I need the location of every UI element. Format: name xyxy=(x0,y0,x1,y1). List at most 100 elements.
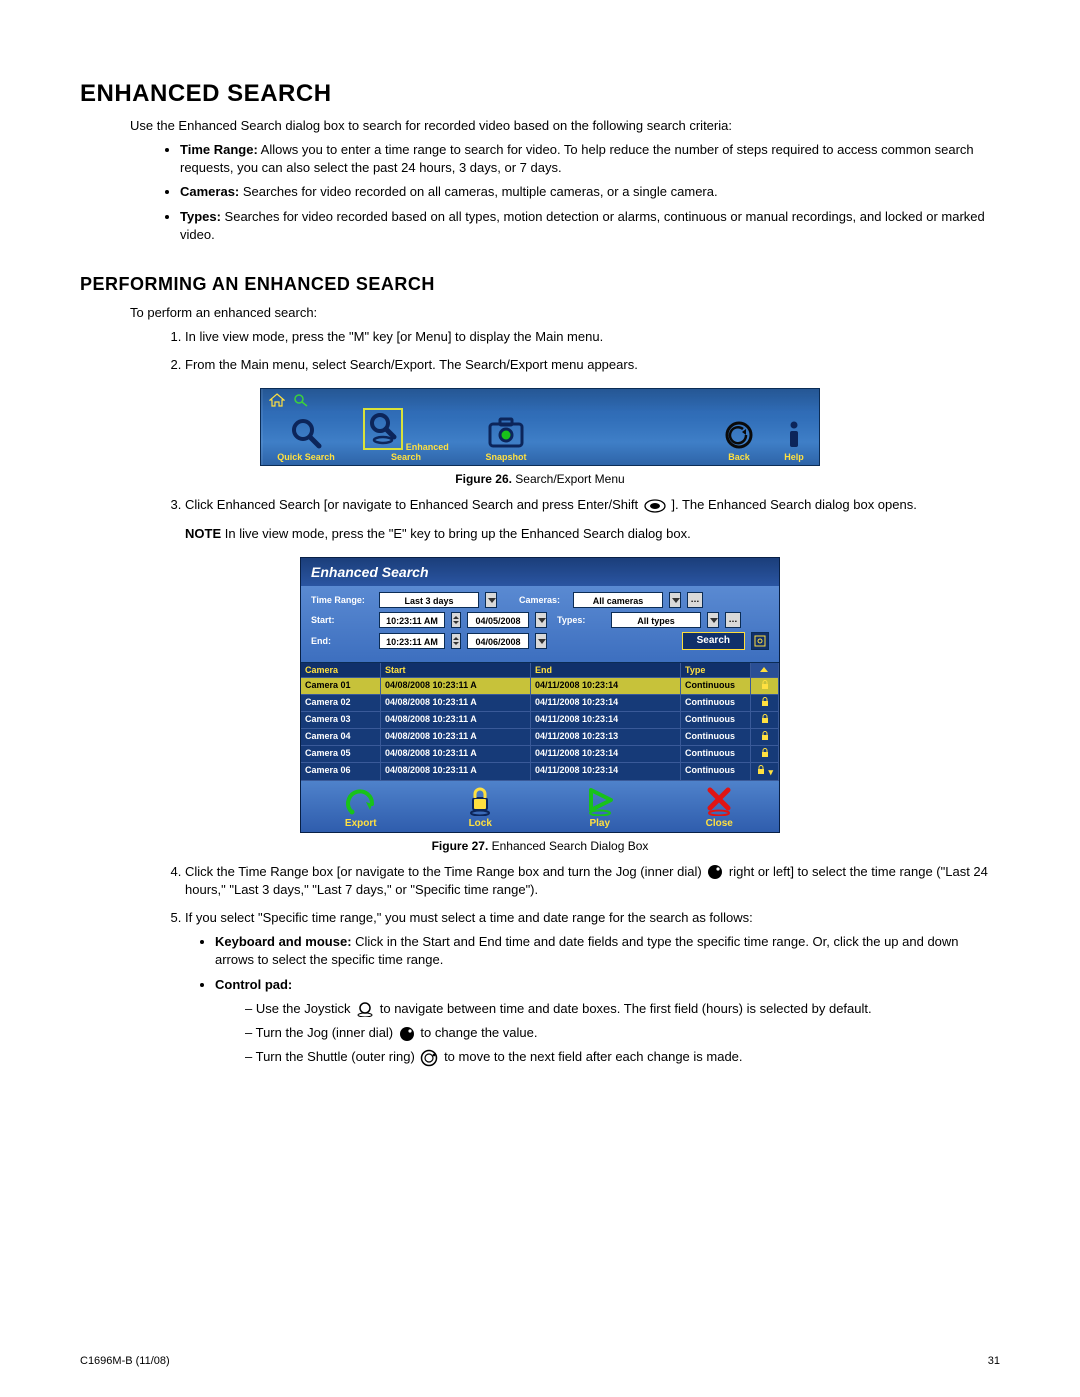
dropdown-icon[interactable] xyxy=(707,612,719,628)
joystick-icon xyxy=(356,1001,374,1017)
figure-26-caption: Figure 26. Search/Export Menu xyxy=(80,472,1000,486)
page-footer: C1696M-B (11/08) 31 xyxy=(80,1355,1000,1367)
menu-help[interactable]: Help xyxy=(769,420,819,465)
enter-shift-icon xyxy=(644,499,666,513)
menu-label: Snapshot xyxy=(485,452,526,462)
figure-27: Enhanced Search Time Range: Last 3 days … xyxy=(80,557,1000,853)
field-types[interactable]: All types xyxy=(611,612,701,628)
figure-26: Quick Search Enhanced Search xyxy=(80,388,1000,486)
heading-enhanced-search: ENHANCED SEARCH xyxy=(80,80,1000,108)
play-icon xyxy=(583,786,617,816)
label-time-range: Time Range: xyxy=(311,595,373,605)
steps-list: In live view mode, press the "M" key [or… xyxy=(80,328,1000,374)
step-2: From the Main menu, select Search/Export… xyxy=(185,356,1000,374)
col-camera[interactable]: Camera xyxy=(301,663,381,678)
footer-right: 31 xyxy=(988,1355,1000,1367)
field-end-time[interactable]: 10:23:11 AM xyxy=(379,633,445,649)
heading-performing: PERFORMING AN ENHANCED SEARCH xyxy=(80,274,1000,295)
field-start-time[interactable]: 10:23:11 AM xyxy=(379,612,445,628)
lock-button[interactable]: Lock xyxy=(421,786,541,829)
enhanced-search-dialog: Enhanced Search Time Range: Last 3 days … xyxy=(300,557,780,833)
menu-snapshot[interactable]: Snapshot xyxy=(461,416,551,465)
magnifier-icon xyxy=(289,416,323,450)
table-row[interactable]: Camera 0604/08/2008 10:23:11 A04/11/2008… xyxy=(301,763,779,781)
play-button[interactable]: Play xyxy=(540,786,660,829)
magnifier-loop-icon xyxy=(366,411,400,445)
step5-keyboard: Keyboard and mouse: Click in the Start a… xyxy=(215,933,1000,969)
lock-icon: ▾ xyxy=(751,763,779,781)
field-start-date[interactable]: 04/05/2008 xyxy=(467,612,529,628)
col-type[interactable]: Type xyxy=(681,663,751,678)
table-row[interactable]: Camera 0204/08/2008 10:23:11 A04/11/2008… xyxy=(301,695,779,712)
export-icon xyxy=(344,786,378,816)
search-export-menu: Quick Search Enhanced Search xyxy=(260,388,820,466)
back-icon xyxy=(724,420,754,450)
field-time-range[interactable]: Last 3 days xyxy=(379,592,479,608)
results-grid: Camera Start End Type Camera 0104/08/200… xyxy=(301,662,779,781)
step5-cp1: Use the Joystick to navigate between tim… xyxy=(245,1000,1000,1018)
criteria-types: Types: Searches for video recorded based… xyxy=(180,208,1000,244)
more-button[interactable]: … xyxy=(687,592,703,608)
close-button[interactable]: Close xyxy=(660,786,780,829)
lock-icon xyxy=(751,746,779,763)
grid-header: Camera Start End Type xyxy=(301,663,779,678)
home-icon xyxy=(269,393,285,407)
spinner-icon[interactable] xyxy=(451,633,461,649)
dropdown-icon[interactable] xyxy=(535,633,547,649)
magnifier-small-icon xyxy=(293,393,309,407)
jog-dial-icon xyxy=(399,1026,415,1042)
table-row[interactable]: Camera 0504/08/2008 10:23:11 A04/11/2008… xyxy=(301,746,779,763)
step-5: If you select "Specific time range," you… xyxy=(185,909,1000,1067)
scroll-up-icon[interactable] xyxy=(751,663,779,678)
menu-enhanced-search[interactable]: Enhanced Search xyxy=(351,408,461,465)
field-cameras[interactable]: All cameras xyxy=(573,592,663,608)
dropdown-icon[interactable] xyxy=(669,592,681,608)
info-icon xyxy=(783,420,805,450)
close-icon xyxy=(702,786,736,816)
table-row[interactable]: Camera 0404/08/2008 10:23:11 A04/11/2008… xyxy=(301,729,779,746)
dialog-title: Enhanced Search xyxy=(301,558,779,586)
menu-label: Quick Search xyxy=(277,452,335,462)
steps-list-3: Click Enhanced Search [or navigate to En… xyxy=(80,496,1000,542)
export-button[interactable]: Export xyxy=(301,786,421,829)
camera-icon xyxy=(487,416,525,450)
criteria-cameras: Cameras: Searches for video recorded on … xyxy=(180,183,1000,201)
perform-intro: To perform an enhanced search: xyxy=(80,305,1000,320)
step5-cp3: Turn the Shuttle (outer ring) to move to… xyxy=(245,1048,1000,1067)
table-row[interactable]: Camera 0104/08/2008 10:23:11 A04/11/2008… xyxy=(301,678,779,695)
lock-icon xyxy=(463,786,497,816)
dialog-actions: Export Lock Play Close xyxy=(301,781,779,832)
field-end-date[interactable]: 04/06/2008 xyxy=(467,633,529,649)
intro-text: Use the Enhanced Search dialog box to se… xyxy=(80,118,1000,133)
figure-27-caption: Figure 27. Enhanced Search Dialog Box xyxy=(80,839,1000,853)
dropdown-icon[interactable] xyxy=(485,592,497,608)
label-start: Start: xyxy=(311,615,373,625)
menu-top-icons xyxy=(269,393,309,407)
manual-page: ENHANCED SEARCH Use the Enhanced Search … xyxy=(0,0,1080,1397)
dropdown-icon[interactable] xyxy=(535,612,547,628)
steps-list-4: Click the Time Range box [or navigate to… xyxy=(80,863,1000,1067)
menu-back[interactable]: Back xyxy=(709,420,769,465)
table-row[interactable]: Camera 0304/08/2008 10:23:11 A04/11/2008… xyxy=(301,712,779,729)
spinner-icon[interactable] xyxy=(451,612,461,628)
menu-label: Help xyxy=(784,452,804,462)
criteria-list: Time Range: Allows you to enter a time r… xyxy=(80,141,1000,244)
shuttle-ring-icon xyxy=(420,1049,438,1067)
dialog-form: Time Range: Last 3 days Cameras: All cam… xyxy=(301,586,779,662)
label-types: Types: xyxy=(557,615,605,625)
step5-controlpad: Control pad: Use the Joystick to navigat… xyxy=(215,976,1000,1067)
step-3: Click Enhanced Search [or navigate to En… xyxy=(185,496,1000,542)
criteria-time-range: Time Range: Allows you to enter a time r… xyxy=(180,141,1000,177)
lock-icon xyxy=(751,678,779,695)
more-button[interactable]: … xyxy=(725,612,741,628)
col-end[interactable]: End xyxy=(531,663,681,678)
footer-left: C1696M-B (11/08) xyxy=(80,1355,170,1367)
jog-dial-icon xyxy=(707,864,723,880)
lock-icon xyxy=(751,729,779,746)
lock-icon xyxy=(751,695,779,712)
menu-quick-search[interactable]: Quick Search xyxy=(261,416,351,465)
col-start[interactable]: Start xyxy=(381,663,531,678)
search-button[interactable]: Search xyxy=(682,632,745,650)
menu-label: Back xyxy=(728,452,750,462)
search-target-icon[interactable] xyxy=(751,632,769,650)
